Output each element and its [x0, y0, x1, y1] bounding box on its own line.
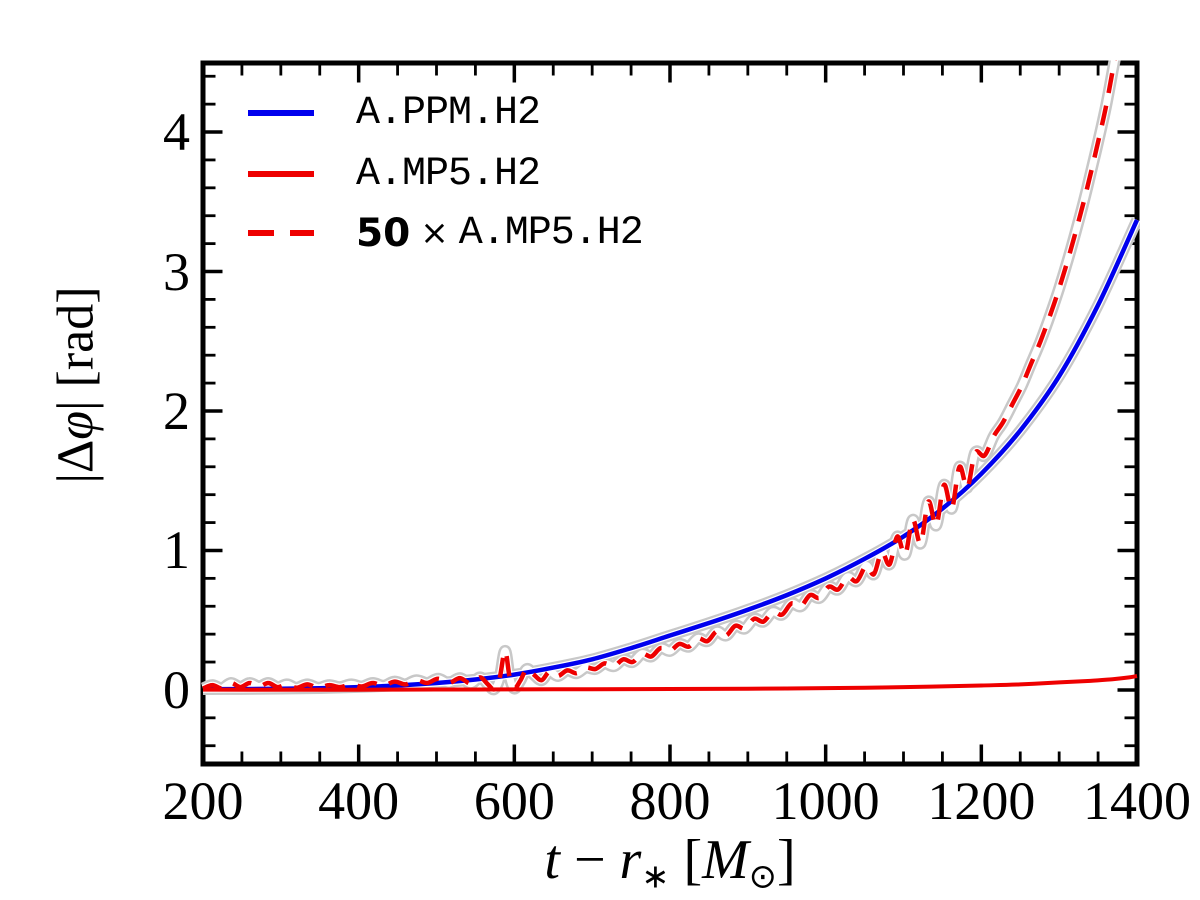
legend-times-sign: ×: [420, 213, 449, 253]
legend-label-prefix-50: 50: [356, 210, 411, 256]
y-axis-label-phi: φ: [47, 410, 105, 440]
legend-swatch-red-solid: [248, 171, 314, 177]
y-axis-label-part: |Δ: [47, 439, 105, 484]
x-axis-label-m: M: [702, 829, 749, 891]
legend-label: A.PPM.H2: [356, 90, 541, 136]
legend-label: A.MP5.H2: [458, 210, 644, 256]
x-tick-label-1000: 1000: [771, 771, 880, 831]
x-tick-label-1400: 1400: [1083, 771, 1191, 831]
y-tick-label-2: 2: [163, 380, 190, 441]
y-tick-label-3: 3: [163, 241, 190, 302]
legend-item-appm-h2: A.PPM.H2: [248, 90, 541, 136]
curve-amp5-h2: [202, 674, 1138, 692]
legend-swatch-red-dashed: [248, 230, 314, 236]
curve-50x-amp5-h2: [202, 60, 1117, 692]
x-axis-label-t: t: [544, 829, 560, 891]
x-axis-label-bracket: [: [669, 829, 703, 891]
x-axis-label-bracket: ]: [776, 829, 796, 891]
curve-appm-h2: [202, 218, 1140, 692]
x-axis-label-minus: −: [559, 829, 620, 891]
plot-frame: [200, 60, 1140, 767]
legend-swatch-blue-solid: [248, 110, 314, 116]
x-tick-label-600: 600: [473, 771, 555, 831]
x-axis-label-star-sub: ∗: [641, 858, 670, 896]
x-tick-label-400: 400: [318, 771, 400, 831]
x-tick-label-800: 800: [629, 771, 711, 831]
x-axis-label-r: r: [619, 829, 642, 891]
y-tick-label-1: 1: [163, 520, 190, 581]
legend-label: A.MP5.H2: [356, 151, 541, 197]
y-axis-label: |Δφ| [rad]: [47, 286, 106, 483]
y-tick-label-4: 4: [163, 102, 190, 163]
x-tick-label-1200: 1200: [927, 771, 1036, 831]
y-axis-label-part: | [rad]: [47, 286, 105, 411]
x-axis-label-odot-sub: ⊙: [748, 858, 777, 896]
x-axis-label: t − r∗ [M⊙]: [544, 828, 795, 896]
legend-item-amp5-h2: A.MP5.H2: [248, 151, 541, 197]
x-tick-label-200: 200: [162, 771, 244, 831]
y-tick-label-0: 0: [163, 659, 190, 720]
legend-item-50x-amp5-h2: 50 × A.MP5.H2: [248, 210, 644, 256]
